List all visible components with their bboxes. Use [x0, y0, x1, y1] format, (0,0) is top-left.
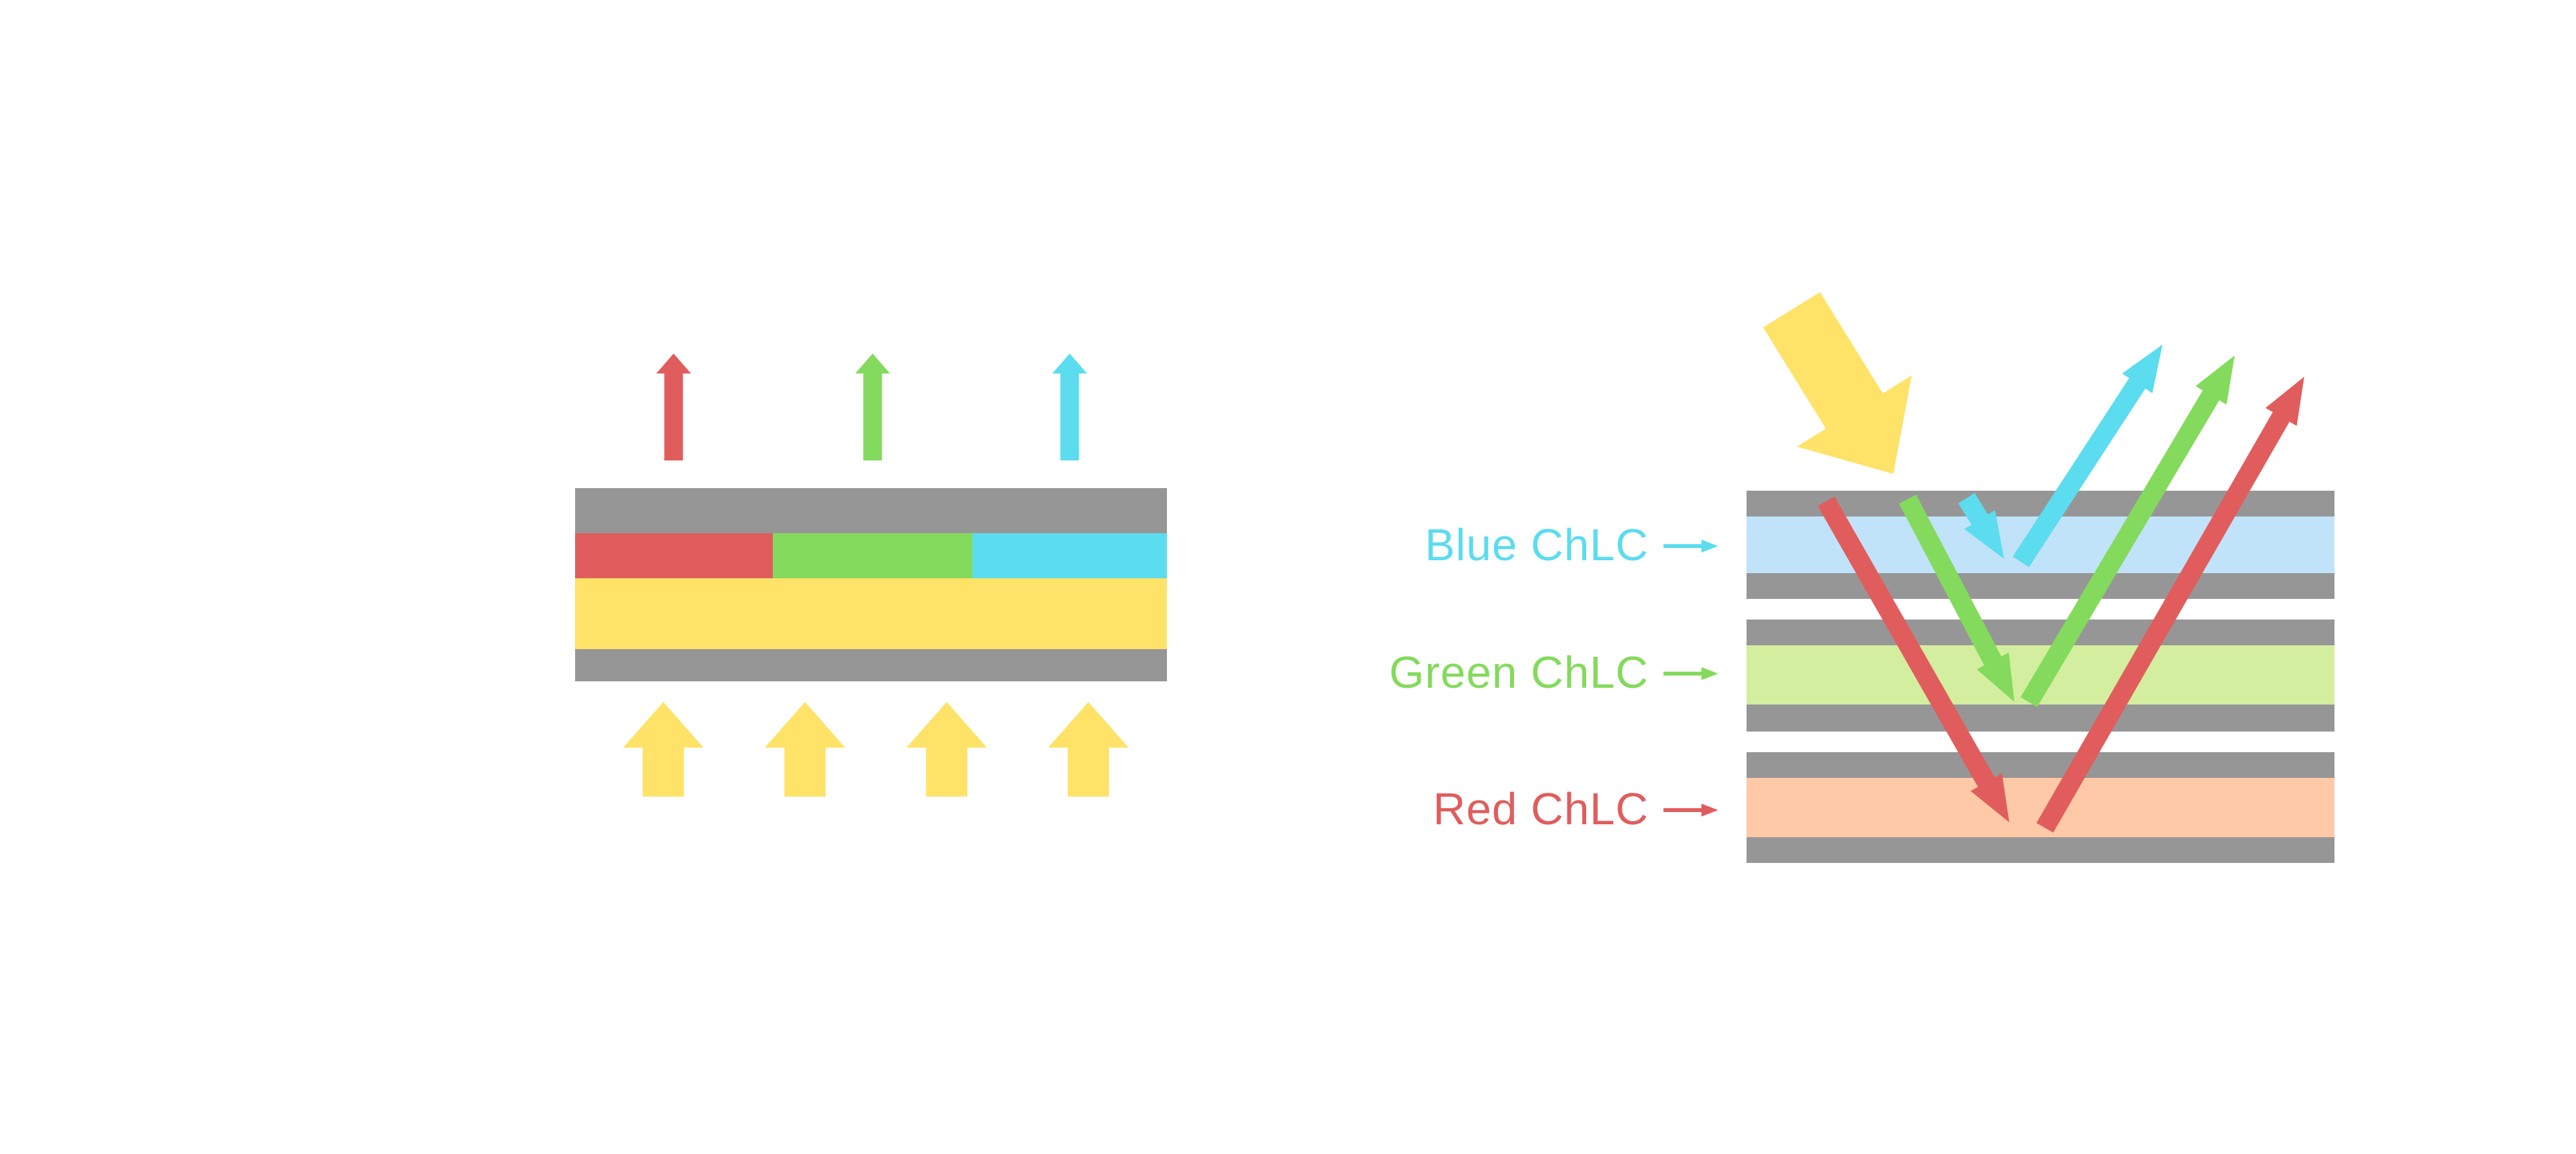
green-emitted-arrow-icon	[855, 354, 890, 460]
incident-light-arrow-icon	[1763, 292, 1912, 474]
red-subpixel-segment	[575, 533, 773, 578]
backlight-arrow-icon	[764, 702, 846, 797]
reflected-rays	[2012, 345, 2304, 833]
green-subpixel-segment	[773, 533, 972, 578]
emitted-light-arrows	[656, 354, 1087, 460]
green-reflected-ray-icon	[2020, 355, 2235, 707]
red-chlc-layer	[1747, 778, 2334, 837]
left-diagram	[575, 354, 1167, 797]
cyan-descending-ray-icon	[1958, 493, 2004, 559]
red-descending-ray-icon	[1817, 496, 2009, 822]
bottom-substrate-layer	[575, 649, 1167, 681]
descending-rays	[1817, 493, 2014, 822]
cyan-reflected-ray-icon	[2012, 345, 2163, 567]
display-stack	[575, 488, 1167, 681]
backlight-arrow-icon	[623, 702, 704, 797]
backlight-arrow-icon	[1048, 702, 1129, 797]
top-substrate-layer	[575, 488, 1167, 533]
red-cell-bottom-substrate	[1747, 837, 2334, 863]
backlight-arrow-icon	[906, 702, 987, 797]
green-chlc-label: Green ChLC	[1389, 647, 1649, 697]
blue-subpixel-segment	[972, 533, 1167, 578]
cyan-emitted-arrow-icon	[1052, 354, 1087, 460]
blue-label-arrow-icon	[1663, 540, 1718, 553]
blue-cell-bottom-substrate	[1747, 573, 2334, 599]
backlight-layer	[575, 578, 1167, 649]
green-label-arrow-icon	[1663, 667, 1718, 680]
green-cell-top-substrate	[1747, 620, 2334, 645]
red-label-arrow-icon	[1663, 804, 1718, 817]
red-reflected-ray-icon	[2036, 377, 2304, 833]
right-diagram: Blue ChLC Green ChLC Red ChLC	[1389, 292, 2334, 863]
red-emitted-arrow-icon	[656, 354, 691, 460]
red-cell-top-substrate	[1747, 752, 2334, 778]
green-cell-bottom-substrate	[1747, 705, 2334, 732]
layer-labels: Blue ChLC Green ChLC Red ChLC	[1389, 520, 1718, 834]
blue-chlc-label: Blue ChLC	[1425, 520, 1649, 570]
red-chlc-label: Red ChLC	[1433, 784, 1649, 834]
backlight-arrows	[623, 702, 1129, 797]
green-descending-ray-icon	[1899, 495, 2014, 702]
